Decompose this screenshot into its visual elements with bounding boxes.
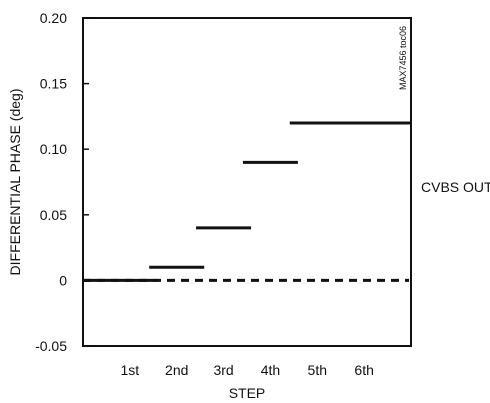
y-tick-label: 0.10: [40, 141, 67, 157]
series-annotation: CVBS OUT: [421, 179, 490, 195]
plot-frame: [82, 17, 412, 347]
y-tick-label: 0: [59, 272, 67, 288]
y-tick-label: 0.05: [40, 207, 67, 223]
x-tick-label: 4th: [261, 362, 280, 378]
y-tick-label: 0.15: [40, 76, 67, 92]
y-tick-label: 0.20: [40, 10, 67, 26]
x-axis-tick-labels: 1st 2nd 3rd 4th 5th 6th: [121, 362, 374, 378]
x-tick-label: 5th: [308, 362, 327, 378]
x-tick-label: 2nd: [165, 362, 188, 378]
figure-id-annotation: MAX7456 toc06: [398, 26, 408, 90]
x-tick-label: 3rd: [213, 362, 233, 378]
y-tick-label: -0.05: [35, 338, 67, 354]
x-tick-label: 1st: [121, 362, 140, 378]
series-cvbs-out: [83, 121, 411, 282]
y-axis-title: DIFFERENTIAL PHASE (deg): [7, 89, 23, 276]
y-axis-tick-labels: -0.05 0 0.05 0.10 0.15 0.20: [35, 10, 67, 354]
x-axis-title: STEP: [229, 385, 266, 401]
x-tick-label: 6th: [354, 362, 373, 378]
